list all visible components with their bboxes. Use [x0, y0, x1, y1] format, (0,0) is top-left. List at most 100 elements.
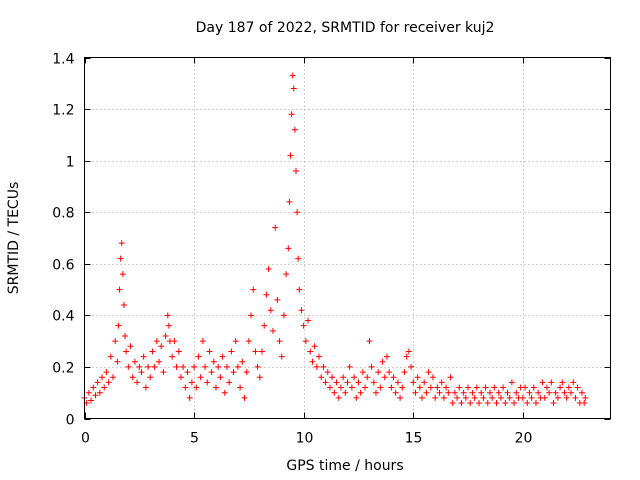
data-point	[316, 353, 323, 360]
data-point	[359, 369, 366, 376]
data-point	[197, 374, 204, 381]
data-point	[208, 369, 215, 376]
data-point	[419, 394, 426, 401]
data-point	[112, 338, 119, 345]
data-point	[298, 307, 305, 314]
data-point	[259, 348, 266, 355]
data-point	[228, 348, 235, 355]
chart-title: Day 187 of 2022, SRMTID for receiver kuj…	[196, 20, 495, 36]
data-point	[460, 389, 467, 396]
data-point	[563, 394, 570, 401]
grid-lines	[84, 57, 611, 419]
data-point	[506, 394, 513, 401]
data-point	[421, 379, 428, 386]
data-point	[454, 394, 461, 401]
data-point	[151, 363, 158, 370]
data-point	[107, 353, 114, 360]
data-point	[451, 389, 458, 396]
data-point	[337, 384, 344, 391]
data-point	[213, 384, 219, 391]
data-point	[410, 379, 417, 386]
x-tick-label: 10	[296, 431, 314, 447]
data-point	[333, 379, 340, 386]
y-tick-label: 0.8	[52, 206, 74, 222]
data-point	[96, 389, 103, 396]
data-point	[502, 400, 509, 407]
data-point	[267, 307, 274, 314]
data-point	[129, 374, 136, 381]
data-point	[215, 363, 222, 370]
data-point	[423, 389, 430, 396]
data-point	[342, 389, 349, 396]
data-point	[280, 312, 287, 319]
data-point	[162, 332, 169, 339]
data-point	[476, 400, 482, 407]
data-point	[320, 363, 327, 370]
x-axis-label: GPS time / hours	[286, 458, 403, 474]
data-point	[379, 358, 386, 365]
data-point	[285, 245, 292, 252]
data-point	[204, 379, 211, 386]
data-point	[405, 348, 412, 355]
data-point	[403, 353, 410, 360]
data-point	[570, 379, 577, 386]
data-point	[140, 353, 147, 360]
data-point	[272, 224, 279, 231]
y-tick-label: 0	[66, 413, 75, 429]
data-point	[535, 389, 542, 396]
data-point	[348, 384, 355, 391]
data-point	[294, 209, 301, 216]
data-point	[318, 374, 325, 381]
data-point	[193, 384, 200, 391]
data-point	[539, 379, 546, 386]
data-point	[114, 358, 121, 365]
data-point	[278, 353, 285, 360]
data-point	[123, 348, 130, 355]
data-point	[175, 348, 182, 355]
data-point	[99, 374, 106, 381]
data-point	[199, 338, 206, 345]
data-point	[355, 379, 362, 386]
data-point	[217, 374, 224, 381]
data-point	[226, 379, 233, 386]
data-point	[559, 379, 566, 386]
data-point	[295, 255, 302, 262]
data-point	[254, 363, 261, 370]
data-point	[322, 379, 329, 386]
data-point	[171, 338, 178, 345]
data-point	[412, 389, 419, 396]
data-point	[160, 369, 167, 376]
data-point	[241, 394, 248, 401]
x-tick-label: 15	[405, 431, 423, 447]
data-point	[101, 384, 108, 391]
data-point	[434, 384, 441, 391]
data-point	[561, 389, 568, 396]
data-point	[250, 286, 257, 293]
data-point	[425, 369, 432, 376]
data-point	[291, 126, 298, 133]
data-point	[153, 338, 160, 345]
x-tick-label: 5	[190, 431, 199, 447]
data-point	[131, 358, 138, 365]
data-point	[530, 384, 537, 391]
data-point	[473, 384, 480, 391]
data-point	[237, 384, 244, 391]
data-point	[265, 265, 272, 272]
data-point	[528, 394, 535, 401]
data-point	[245, 338, 252, 345]
data-point	[180, 363, 187, 370]
data-point	[230, 369, 237, 376]
data-point	[210, 358, 217, 365]
data-point	[478, 389, 485, 396]
data-point	[445, 389, 452, 396]
data-point	[269, 327, 276, 334]
data-point	[184, 369, 191, 376]
data-point	[292, 167, 299, 174]
data-point	[116, 286, 123, 293]
data-point	[165, 322, 172, 329]
data-point	[552, 389, 559, 396]
data-point	[495, 389, 502, 396]
y-tick-label: 0.4	[52, 309, 74, 325]
data-point	[366, 338, 373, 345]
data-point	[469, 389, 476, 396]
